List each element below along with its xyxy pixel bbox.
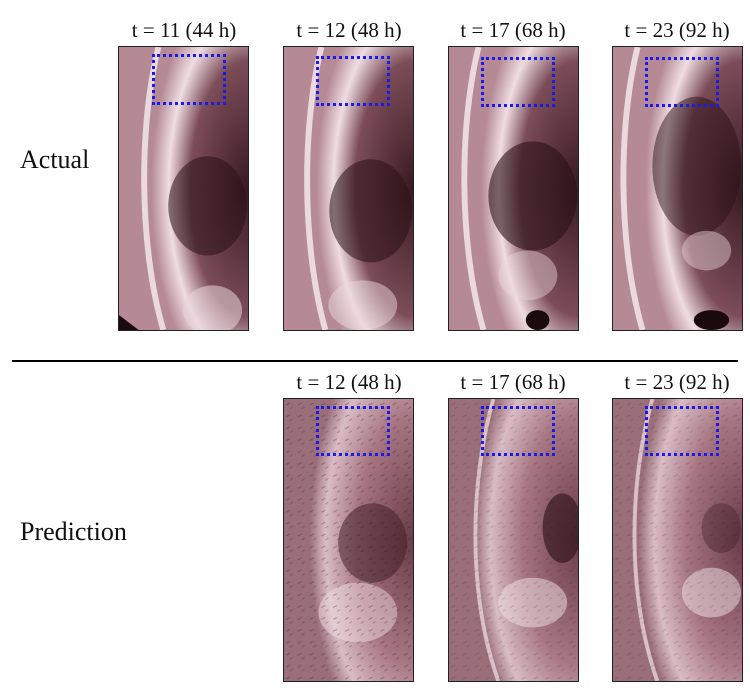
actual-title-2: t = 12 (48 h) xyxy=(296,18,402,42)
actual-title-1: t = 11 (44 h) xyxy=(131,18,237,42)
solar-image xyxy=(449,399,578,681)
row-label-prediction: Prediction xyxy=(20,517,127,546)
solar-image xyxy=(119,47,248,330)
roi-box xyxy=(645,406,719,456)
roi-box xyxy=(152,54,226,105)
roi-box xyxy=(316,56,390,106)
actual-title-3: t = 17 (68 h) xyxy=(460,18,566,42)
solar-image xyxy=(284,47,413,330)
prediction-image-3 xyxy=(612,398,743,682)
row-divider xyxy=(12,360,738,362)
actual-image-4 xyxy=(612,46,743,331)
roi-box xyxy=(481,57,555,107)
actual-title-4: t = 23 (92 h) xyxy=(624,18,730,42)
prediction-image-2 xyxy=(448,398,579,682)
actual-image-3 xyxy=(448,46,579,331)
solar-image xyxy=(613,47,742,330)
prediction-title-2: t = 17 (68 h) xyxy=(460,370,566,394)
solar-image xyxy=(613,399,742,681)
solar-image xyxy=(284,399,413,681)
solar-image xyxy=(449,47,578,330)
actual-image-2 xyxy=(283,46,414,331)
roi-box xyxy=(316,406,390,456)
actual-image-1 xyxy=(118,46,249,331)
prediction-image-1 xyxy=(283,398,414,682)
prediction-title-3: t = 23 (92 h) xyxy=(624,370,730,394)
prediction-title-1: t = 12 (48 h) xyxy=(296,370,402,394)
roi-box xyxy=(481,406,555,456)
roi-box xyxy=(645,57,719,107)
row-label-actual: Actual xyxy=(20,145,90,174)
